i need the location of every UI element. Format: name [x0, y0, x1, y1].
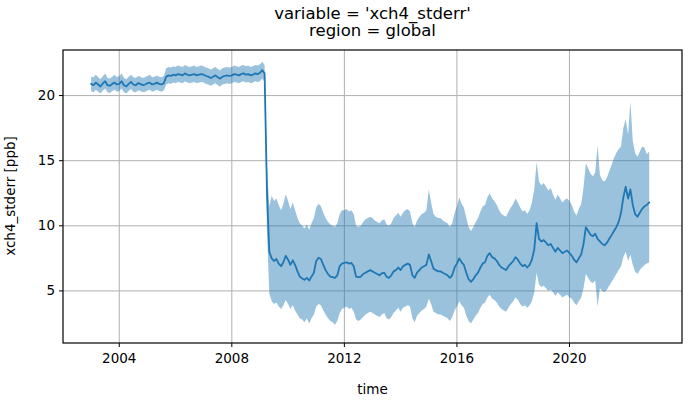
plot-canvas: 2004 2008 2012 2016 2020 5 10 15 20	[0, 0, 689, 408]
uncertainty-band	[91, 62, 649, 325]
x-tick-label: 2008	[215, 350, 249, 366]
x-tick-label: 2016	[440, 350, 474, 366]
y-tick-label: 20	[38, 87, 55, 103]
y-tick-label: 15	[38, 152, 55, 168]
x-tick-label: 2012	[327, 350, 361, 366]
x-axis-label: time	[63, 381, 682, 397]
y-tick-label: 5	[46, 282, 55, 298]
y-tick-label: 10	[38, 217, 55, 233]
x-tick-label: 2004	[102, 350, 136, 366]
x-tick-label: 2020	[552, 350, 586, 366]
chart-figure: variable = 'xch4_stderr' region = global…	[0, 0, 689, 408]
